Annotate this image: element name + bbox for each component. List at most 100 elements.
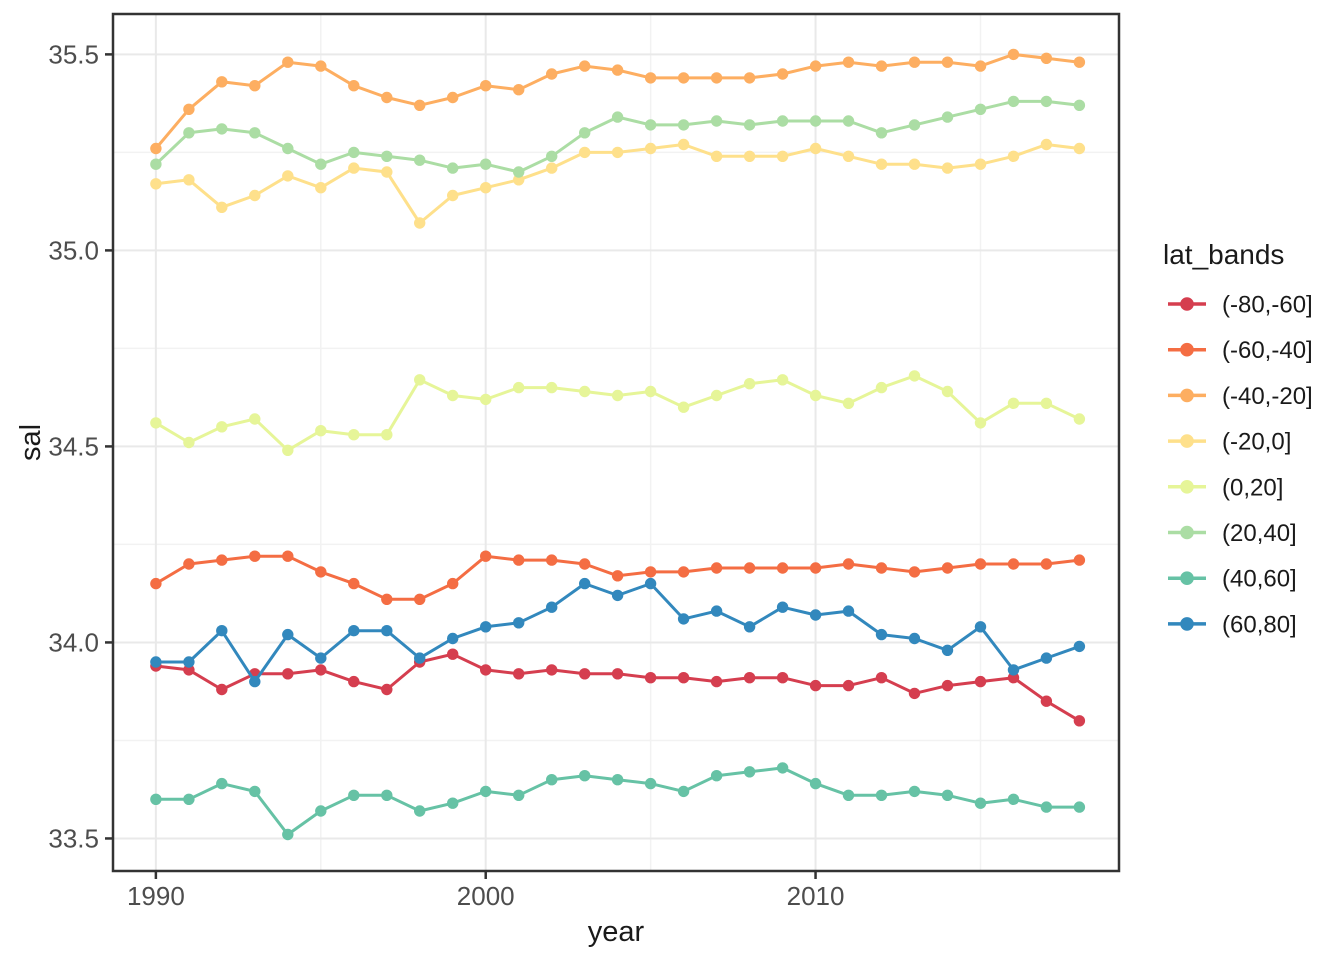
series-point: [941, 644, 954, 656]
series-point: [974, 158, 987, 170]
legend-item: (60,80]: [1168, 611, 1297, 638]
series-point: [1040, 397, 1053, 409]
series-point: [974, 621, 987, 633]
series-point: [908, 632, 921, 645]
series-point: [644, 577, 657, 590]
series-point: [414, 805, 426, 817]
series-(0,20]: [150, 370, 1086, 456]
series-point: [315, 425, 327, 437]
series-point: [809, 389, 822, 402]
series-point: [875, 127, 888, 139]
series-point: [315, 158, 327, 170]
series-point: [282, 628, 294, 641]
series-point: [348, 429, 360, 441]
series-point: [776, 601, 789, 613]
series-point: [941, 562, 954, 574]
series-point: [1073, 56, 1086, 68]
series-point: [974, 558, 987, 570]
series-point: [776, 115, 789, 127]
series-(-80,-60]: [150, 648, 1086, 727]
series-point: [974, 675, 987, 688]
series-(20,40]: [150, 95, 1086, 178]
grid-major: [113, 14, 1119, 871]
legend-item-label: (0,20]: [1222, 474, 1283, 501]
series-point: [480, 158, 492, 170]
series-point: [480, 182, 492, 194]
series-point: [644, 777, 657, 790]
series-point: [579, 770, 591, 782]
axes: 33.5 34.0 34.5 35.0 35.5 1990 2000 2010: [48, 39, 844, 911]
series-point: [677, 138, 690, 151]
series-point: [908, 158, 921, 170]
series-point: [677, 672, 690, 684]
series-point: [414, 217, 426, 229]
legend-item: (-60,-40]: [1168, 337, 1313, 364]
series-point: [282, 668, 294, 680]
series-point: [611, 774, 624, 786]
series-point: [1040, 801, 1053, 813]
series-point: [875, 672, 888, 684]
series-point: [447, 648, 459, 660]
y-tick-label: 34.5: [48, 431, 99, 461]
series-point: [315, 805, 327, 817]
series-point: [546, 774, 558, 786]
legend-item-label: (60,80]: [1222, 611, 1297, 638]
series-point: [842, 115, 855, 127]
series-point: [282, 56, 294, 68]
series-point: [875, 381, 888, 394]
y-tick-label: 35.5: [48, 39, 99, 69]
series-point: [348, 80, 360, 92]
panel-border: [111, 12, 1121, 873]
series-point: [381, 166, 393, 178]
y-tick-label: 33.5: [48, 823, 99, 853]
series-point: [414, 652, 426, 664]
series-point: [908, 785, 921, 798]
legend-item: (-20,0]: [1168, 429, 1291, 456]
series-point: [381, 625, 393, 637]
series-point: [249, 189, 261, 202]
series-point: [447, 577, 459, 590]
series-(-40,-20]: [150, 48, 1086, 155]
series-point: [579, 146, 591, 159]
series-point: [513, 789, 525, 801]
series-point: [513, 166, 525, 178]
series-(-60,-40]: [150, 550, 1086, 605]
series-point: [842, 558, 855, 570]
series-point: [941, 56, 954, 68]
series-point: [908, 566, 921, 578]
series-point: [381, 150, 393, 162]
series-point: [216, 421, 228, 433]
series-point: [809, 679, 822, 692]
series-point: [743, 672, 756, 684]
legend-item: (-80,-60]: [1168, 292, 1313, 319]
series-point: [1007, 150, 1020, 162]
series-point: [282, 550, 294, 562]
series-point: [776, 374, 789, 386]
series-point: [315, 652, 327, 664]
series-point: [249, 550, 261, 562]
legend-item-label: (-40,-20]: [1222, 383, 1313, 410]
series-point: [743, 72, 756, 84]
series-point: [579, 127, 591, 139]
legend-item: (0,20]: [1168, 474, 1283, 501]
series-point: [216, 554, 228, 566]
series-point: [644, 119, 657, 131]
series-point: [315, 664, 327, 676]
legend-key-point: [1180, 617, 1194, 631]
series-point: [150, 793, 162, 805]
series-point: [447, 632, 459, 645]
series-point: [743, 150, 756, 162]
legend-item-label: (-60,-40]: [1222, 337, 1313, 364]
series-point: [710, 562, 723, 574]
series-point: [1073, 413, 1086, 425]
series-(40,60]: [150, 762, 1086, 841]
series-point: [1040, 138, 1053, 151]
series-point: [776, 672, 789, 684]
series-point: [315, 182, 327, 194]
series-point: [216, 683, 228, 696]
series-point: [579, 668, 591, 680]
series-point: [875, 562, 888, 574]
series-(60,80]: [150, 577, 1086, 688]
y-axis-title: sal: [15, 424, 47, 461]
